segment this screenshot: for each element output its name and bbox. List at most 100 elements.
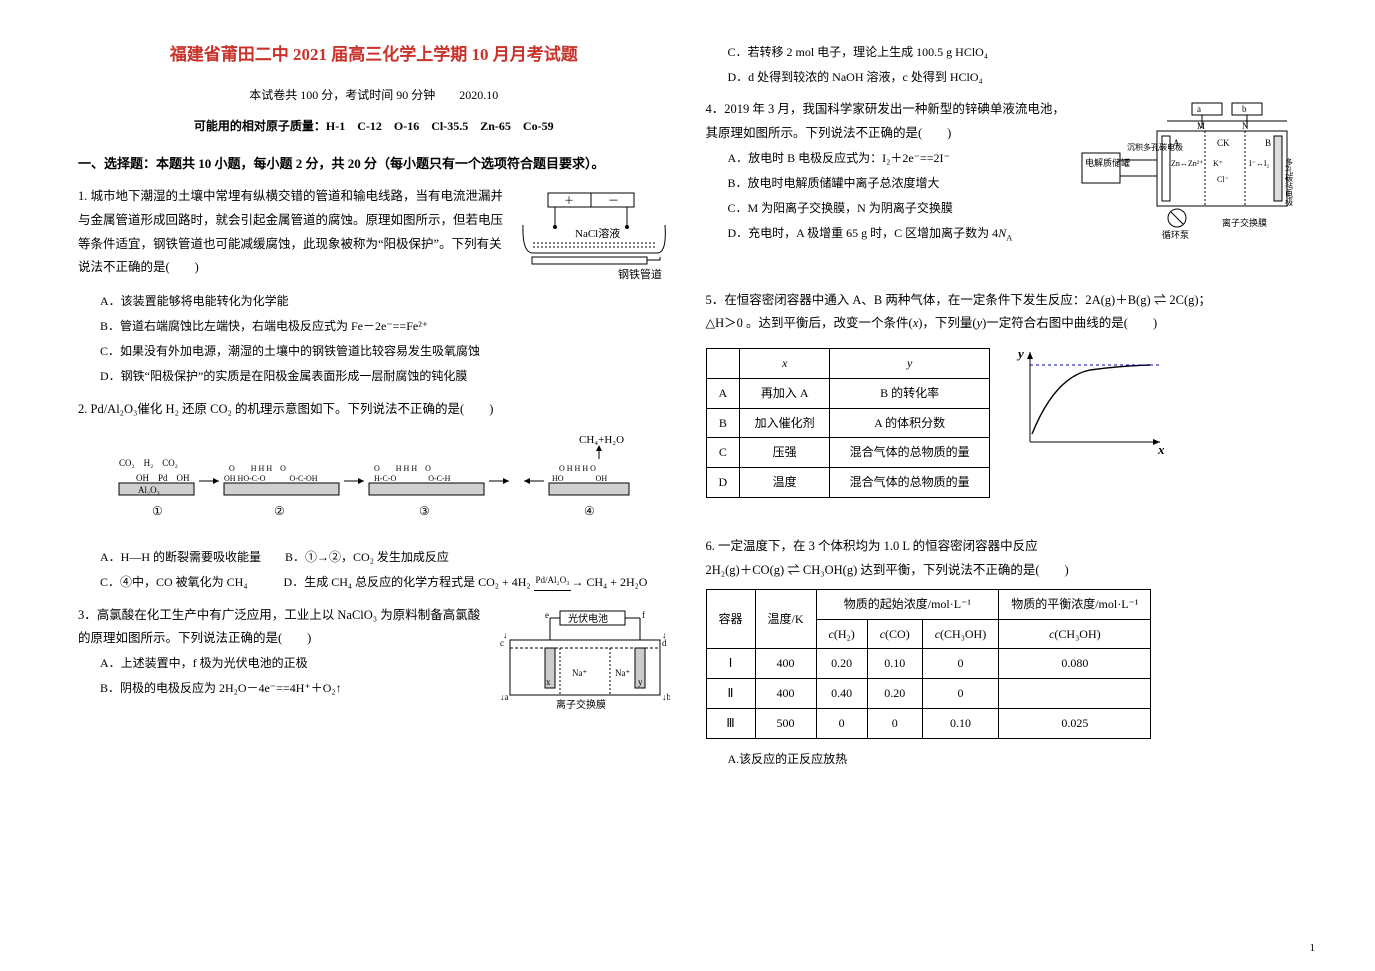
svg-text:O H H H O: O H H H O: [559, 464, 596, 473]
svg-text:K⁺: K⁺: [1213, 159, 1223, 168]
table-row: B加入催化剂A 的体积分数: [706, 408, 990, 438]
question-5: 5．在恒容密闭容器中通入 A、B 两种气体，在一定条件下发生反应：2A(g)＋B…: [706, 289, 1298, 504]
q2-num2: ②: [274, 504, 285, 518]
svg-text:B: B: [1265, 138, 1271, 148]
question-6: 6. 一定温度下，在 3 个体积均为 1.0 L 的恒容密闭容器中反应 2H₂(…: [706, 535, 1298, 772]
q1-stem: 1. 城市地下潮湿的土壤中常埋有纵横交错的管道和输电线路，当有电流泄漏并与金属管…: [78, 189, 503, 274]
q6-stem1: 6. 一定温度下，在 3 个体积均为 1.0 L 的恒容密闭容器中反应: [706, 535, 1298, 559]
svg-text:H-C-O O-C-H: H-C-O O-C-H: [374, 474, 451, 483]
q3-na1: Na⁺: [572, 668, 587, 678]
q3-c: C．若转移 2 mol 电子，理论上生成 100.5 g HClO₄: [728, 40, 1298, 65]
svg-text:a: a: [1197, 104, 1201, 114]
q2-options: A．H—H 的断裂需要吸收能量 B．①→②，CO₂ 发生加成反应 C．④中，CO…: [78, 545, 670, 595]
q3-diagram-svg: 光伏电池 e f cd ↓↓ Na⁺ Na⁺ xy ↓a↓b 离子交换膜: [490, 608, 670, 723]
q4-diagram-svg: a b M N A CK B Zn↔Zn²⁺ K⁺ I⁻↔I₂ Cl⁻: [1077, 98, 1297, 248]
plus-label: ＋: [564, 196, 574, 207]
svg-text:离子交换膜: 离子交换膜: [1222, 217, 1267, 228]
nacl-label: NaCl溶液: [575, 226, 620, 240]
q2-b: B．①→②，CO₂ 发生加成反应: [285, 550, 449, 564]
section-1-header: 一、选择题：本题共 10 小题，每小题 2 分，共 20 分（每小题只有一个选项…: [78, 152, 670, 175]
svg-text:↓a: ↓a: [500, 692, 509, 702]
question-1: ＋ － NaCl溶液 钢铁管道 1. 城市地下潮湿的土壤中常埋有纵横交错的管道和…: [78, 185, 670, 390]
table-row: Ⅱ4000.400.200: [706, 679, 1151, 709]
svg-text:e: e: [545, 610, 549, 620]
q5-stem1: 5．在恒容密闭容器中通入 A、B 两种气体，在一定条件下发生反应：2A(g)＋B…: [706, 289, 1298, 313]
question-2: 2. Pd/Al₂O₃催化 H₂ 还原 CO₂ 的机理示意图如下。下列说法不正确…: [78, 398, 670, 596]
q5-table: xy A再加入 AB 的转化率 B加入催化剂A 的体积分数 C压强混合气体的总物…: [706, 348, 991, 498]
question-3: 光伏电池 e f cd ↓↓ Na⁺ Na⁺ xy ↓a↓b 离子交换膜: [78, 604, 670, 732]
svg-text:M: M: [1197, 121, 1205, 131]
q3-stem: 3．高氯酸在化工生产中有广泛应用，工业上以 NaClO₃ 为原料制备高氯酸的原理…: [78, 608, 480, 646]
page-number: 1: [1310, 939, 1316, 959]
minus-label: －: [608, 195, 619, 207]
q1-a: A．该装置能够将电能转化为化学能: [100, 289, 670, 314]
q2-stem: 2. Pd/Al₂O₃催化 H₂ 还原 CO₂ 的机理示意图如下。下列说法不正确…: [78, 402, 493, 416]
q1-d: D．钢铁“阳极保护”的实质是在阳极金属表面形成一层耐腐蚀的钝化膜: [100, 364, 670, 389]
q2-catalyst: Pd/Al₂O₃: [534, 571, 572, 591]
q3-options-right: C．若转移 2 mol 电子，理论上生成 100.5 g HClO₄ D．d 处…: [706, 40, 1298, 90]
table-row: D温度混合气体的总物质的量: [706, 468, 990, 498]
q2-d: D．生成 CH₄ 总反应的化学方程式是 CO₂ + 4H₂ Pd/Al₂O₃→ …: [284, 575, 648, 589]
svg-text:OH Pd OH: OH Pd OH: [136, 473, 190, 483]
q3-pv-label: 光伏电池: [568, 612, 608, 625]
masses-values: H-1 C-12 O-16 Cl-35.5 Zn-65 Co-59: [326, 119, 554, 133]
svg-text:O H H H O: O H H H O: [374, 464, 431, 473]
svg-text:↓: ↓: [662, 630, 667, 640]
table-row: Ⅰ4000.200.1000.080: [706, 649, 1151, 679]
q2-num4: ④: [584, 504, 595, 518]
q2-product: CH₄+H₂O: [579, 434, 624, 446]
q2-mechanism-figure: CH₄+H₂O CO₂ H₂ CO₂ OH Pd OH Al₂O₃ ① O H …: [78, 431, 670, 535]
q5-stem2: △H＞0 。达到平衡后，改变一个条件(x)，下列量(y)一定符合右图中曲线的是(…: [706, 312, 1298, 336]
q2-num1: ①: [152, 504, 163, 518]
atomic-masses: 可能用的相对原子质量：H-1 C-12 O-16 Cl-35.5 Zn-65 C…: [78, 116, 670, 138]
svg-text:Cl⁻: Cl⁻: [1217, 175, 1229, 184]
exam-subtitle: 本试卷共 100 分，考试时间 90 分钟 2020.10: [78, 85, 670, 107]
svg-text:x: x: [1157, 442, 1165, 457]
svg-text:电解质储罐: 电解质储罐: [1085, 157, 1130, 168]
q1-figure: ＋ － NaCl溶液 钢铁管道: [520, 185, 670, 289]
pipe-label: 钢铁管道: [618, 267, 662, 280]
q2-a: A．H—H 的断裂需要吸收能量: [100, 550, 261, 564]
q3-figure: 光伏电池 e f cd ↓↓ Na⁺ Na⁺ xy ↓a↓b 离子交换膜: [490, 608, 670, 732]
masses-label: 可能用的相对原子质量：: [194, 119, 326, 133]
q3-mem-label: 离子交换膜: [556, 698, 606, 711]
q2-num3: ③: [419, 504, 430, 518]
exam-title: 福建省莆田二中 2021 届高三化学上学期 10 月月考试题: [78, 40, 670, 71]
q3-na2: Na⁺: [615, 668, 630, 678]
q4-stem: 4．2019 年 3 月，我国科学家研发出一种新型的锌碘单液流电池，其原理如图所…: [706, 102, 1065, 140]
svg-text:多孔碳毡电极: 多孔碳毡电极: [1285, 157, 1294, 207]
svg-text:b: b: [1242, 104, 1247, 114]
q2-diagram-svg: CH₄+H₂O CO₂ H₂ CO₂ OH Pd OH Al₂O₃ ① O H …: [114, 431, 634, 526]
q5-curve-figure: y x: [1010, 342, 1170, 462]
svg-text:O H H H O: O H H H O: [229, 464, 286, 473]
svg-text:N: N: [1242, 121, 1249, 131]
q1-c: C．如果没有外加电源，潮湿的土壤中的钢铁管道比较容易发生吸氧腐蚀: [100, 339, 670, 364]
svg-text:f: f: [642, 610, 645, 620]
svg-text:Al₂O₃: Al₂O₃: [138, 485, 160, 495]
table-row: A再加入 AB 的转化率: [706, 378, 990, 408]
q6-a: A.该反应的正反应放热: [728, 747, 1298, 772]
q6-stem2: 2H₂(g)＋CO(g) ⇌ CH₃OH(g) 达到平衡，下列说法不正确的是( …: [706, 559, 1298, 583]
q1-b: B．管道右端腐蚀比左端快，右端电极反应式为 Fe－2e⁻==Fe²⁺: [100, 314, 670, 339]
left-column: 福建省莆田二中 2021 届高三化学上学期 10 月月考试题 本试卷共 100 …: [60, 40, 688, 951]
svg-text:沉积多孔碳电极: 沉积多孔碳电极: [1127, 142, 1183, 152]
table-row: Ⅲ500000.100.025: [706, 709, 1151, 739]
svg-text:y: y: [1016, 346, 1024, 361]
svg-text:Zn↔Zn²⁺: Zn↔Zn²⁺: [1171, 159, 1203, 168]
q1-diagram-svg: ＋ － NaCl溶液 钢铁管道: [520, 185, 670, 280]
q6-options: A.该反应的正反应放热: [706, 747, 1298, 772]
svg-text:OH HO-C-O O-C-OH: OH HO-C-O O-C-OH: [224, 474, 318, 483]
svg-text:I⁻↔I₂: I⁻↔I₂: [1249, 159, 1270, 168]
q1-options: A．该装置能够将电能转化为化学能 B．管道右端腐蚀比左端快，右端电极反应式为 F…: [78, 289, 670, 390]
right-column: C．若转移 2 mol 电子，理论上生成 100.5 g HClO₄ D．d 处…: [688, 40, 1316, 951]
q3-d: D．d 处得到较浓的 NaOH 溶液，c 处得到 HClO₄: [728, 65, 1298, 90]
svg-text:↓b: ↓b: [662, 692, 670, 702]
question-4: a b M N A CK B Zn↔Zn²⁺ K⁺ I⁻↔I₂ Cl⁻: [706, 98, 1298, 257]
svg-text:循环泵: 循环泵: [1162, 229, 1189, 240]
svg-text:y: y: [638, 677, 643, 687]
svg-text:↓: ↓: [503, 630, 508, 640]
table-row: C压强混合气体的总物质的量: [706, 438, 990, 468]
svg-text:x: x: [546, 677, 551, 687]
q2-c: C．④中，CO 被氧化为 CH₄: [100, 575, 248, 589]
q4-figure: a b M N A CK B Zn↔Zn²⁺ K⁺ I⁻↔I₂ Cl⁻: [1077, 98, 1297, 257]
